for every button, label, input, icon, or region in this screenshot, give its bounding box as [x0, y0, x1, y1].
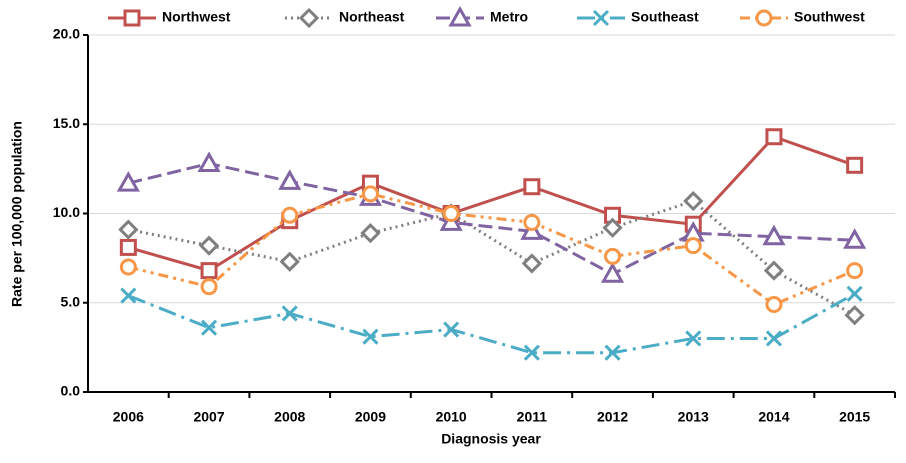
marker [602, 217, 623, 238]
marker [200, 262, 218, 280]
marker [443, 321, 460, 338]
marker [846, 285, 863, 302]
legend-marker [448, 5, 472, 27]
legend-marker [755, 9, 773, 27]
marker [120, 287, 137, 304]
marker [521, 253, 542, 274]
line [128, 199, 856, 317]
marker [844, 305, 865, 326]
marker [119, 258, 137, 276]
x-tick-label: 2010 [436, 409, 467, 425]
marker [846, 156, 864, 174]
legend-marker [298, 7, 320, 29]
marker [281, 206, 299, 224]
marker [200, 278, 218, 296]
marker [361, 185, 379, 203]
y-tick-label: 15.0 [53, 115, 80, 131]
marker [684, 237, 702, 255]
legend-marker [592, 9, 610, 27]
x-tick-label: 2013 [678, 409, 709, 425]
legend-label: Northwest [162, 9, 231, 25]
legend-label: Metro [490, 9, 528, 25]
legend-label: Southwest [794, 9, 865, 25]
marker [600, 262, 625, 283]
marker [200, 319, 218, 336]
line [127, 135, 856, 273]
legend-item: Northwest [108, 9, 231, 27]
marker [846, 262, 864, 280]
marker [762, 224, 786, 246]
x-tick-label: 2009 [355, 409, 386, 425]
marker [360, 223, 381, 244]
x-tick-label: 2008 [274, 409, 305, 425]
y-tick-label: 20.0 [53, 26, 80, 42]
line [127, 292, 856, 355]
x-tick-label: 2011 [517, 409, 548, 425]
x-tick-label: 2006 [113, 409, 144, 425]
marker [278, 169, 302, 190]
marker [523, 178, 541, 196]
legend-item: Northeast [285, 7, 405, 29]
legend-item: Southwest [740, 9, 865, 27]
marker [119, 238, 137, 256]
marker [118, 219, 139, 240]
marker [765, 128, 783, 146]
marker [523, 213, 541, 231]
marker [843, 228, 867, 249]
x-tick-label: 2015 [839, 409, 870, 425]
line [127, 161, 855, 276]
marker [362, 328, 379, 345]
y-tick-label: 10.0 [53, 204, 80, 220]
marker [279, 251, 300, 272]
x-tick-label: 2012 [597, 409, 628, 425]
marker [765, 330, 783, 347]
y-tick-label: 5.0 [61, 293, 81, 309]
legend-item: Metro [436, 5, 528, 27]
x-tick-label: 2007 [193, 409, 224, 425]
marker [765, 296, 783, 314]
marker [198, 235, 220, 256]
marker [281, 305, 298, 322]
marker [116, 171, 140, 192]
marker [442, 205, 460, 222]
legend-label: Southeast [631, 9, 699, 25]
marker [683, 190, 704, 212]
x-tick-label: 2014 [758, 409, 789, 425]
marker [685, 330, 702, 347]
marker [523, 344, 540, 361]
marker [604, 344, 621, 361]
marker [763, 260, 785, 281]
marker [604, 247, 622, 265]
y-tick-label: 0.0 [61, 383, 81, 399]
marker [197, 151, 221, 173]
line [127, 192, 856, 307]
legend-label: Northeast [339, 9, 405, 25]
y-axis-title: Rate per 100,000 population [9, 121, 25, 307]
legend-marker [123, 9, 141, 27]
legend-item: Southeast [577, 9, 699, 27]
x-axis-title: Diagnosis year [441, 431, 541, 447]
